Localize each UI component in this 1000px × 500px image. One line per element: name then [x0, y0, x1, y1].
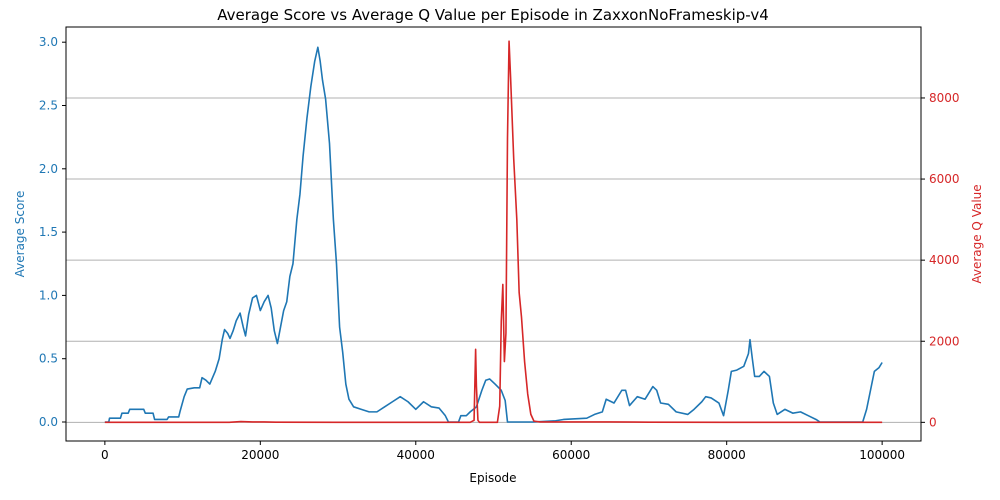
left-y-tick-label: 2.0 [39, 162, 58, 176]
chart-title: Average Score vs Average Q Value per Epi… [217, 6, 769, 24]
plot-frame [65, 26, 922, 442]
x-tick-label: 20000 [241, 448, 279, 462]
left-y-tick-label: 0.5 [39, 352, 58, 366]
left-y-tick-label: 3.0 [39, 35, 58, 49]
average-score-line [104, 46, 883, 423]
left-y-tick-label: 1.0 [39, 288, 58, 302]
x-tick-label: 0 [101, 448, 109, 462]
right-y-tick-label: 0 [929, 415, 937, 429]
right-y-tick-label: 8000 [929, 91, 960, 105]
x-axis-label: Episode [469, 471, 516, 485]
left-y-tick-label: 1.5 [39, 225, 58, 239]
right-y-axis-ticks: 0 2000 4000 6000 8000 [921, 91, 960, 429]
right-y-axis-label: Average Q Value [970, 184, 984, 283]
right-y-tick-label: 6000 [929, 172, 960, 186]
x-tick-label: 80000 [708, 448, 746, 462]
right-y-tick-label: 4000 [929, 253, 960, 267]
score-line-layer [104, 46, 883, 423]
left-y-tick-label: 2.5 [39, 98, 58, 112]
average-q-value-line [104, 40, 883, 424]
left-y-axis-ticks: 0.0 0.5 1.0 1.5 2.0 2.5 3.0 [39, 35, 66, 429]
right-y-tick-label: 2000 [929, 334, 960, 348]
x-tick-label: 100000 [859, 448, 905, 462]
left-y-tick-label: 0.0 [39, 415, 58, 429]
left-y-axis-label: Average Score [13, 191, 27, 278]
x-tick-label: 60000 [552, 448, 590, 462]
x-tick-label: 40000 [397, 448, 435, 462]
q-line-layer [104, 40, 883, 424]
x-axis-ticks: 0 20000 40000 60000 80000 100000 [101, 441, 905, 462]
